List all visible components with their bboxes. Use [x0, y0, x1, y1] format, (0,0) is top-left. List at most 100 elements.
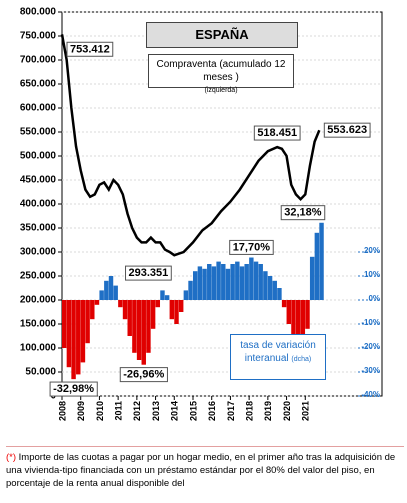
x-tick-label: 2017 — [226, 401, 236, 421]
legend-label: tasa de variación interanual — [240, 340, 316, 364]
y2-tick-label: -20% — [361, 342, 380, 351]
y2-tick-label: -10% — [361, 318, 380, 327]
bar — [211, 266, 217, 300]
y-tick-label: 700.000 — [20, 55, 57, 66]
y-tick-label: 750.000 — [20, 31, 57, 42]
x-tick-label: 2018 — [245, 401, 255, 421]
line — [60, 34, 321, 257]
x-tick-label: 2019 — [263, 401, 273, 421]
bar — [235, 261, 240, 300]
footnote-marker: (*) — [6, 452, 17, 463]
bar — [132, 300, 137, 353]
bar — [136, 300, 142, 360]
bar — [160, 290, 165, 300]
y2-tick-label: 0% — [368, 294, 380, 303]
bar — [85, 300, 90, 344]
data-label-box — [229, 239, 274, 255]
data-label: 753.412 — [70, 43, 110, 55]
x-tick-label: 2010 — [95, 401, 105, 421]
bar — [267, 276, 273, 300]
bar — [314, 232, 320, 300]
data-label-box — [66, 41, 114, 57]
bar — [71, 300, 76, 380]
bar — [188, 280, 193, 300]
data-label: -26,96% — [123, 369, 164, 381]
y-tick-label: 600.000 — [20, 103, 57, 114]
data-label-group: -26,96% — [119, 367, 168, 383]
y-tick-label: 100.000 — [20, 343, 57, 354]
x-tick-label: 2013 — [151, 401, 161, 421]
bar — [272, 280, 277, 300]
data-label-group: 553.623 — [323, 122, 371, 138]
y-tick-label: 800.000 — [20, 7, 57, 18]
bar — [244, 264, 249, 300]
y2-tick-label: -30% — [361, 366, 380, 375]
bar — [66, 300, 72, 368]
bar — [197, 266, 203, 300]
legend-bar: tasa de variación interanual (dcha) — [230, 334, 326, 380]
legend-note: (dcha) — [291, 356, 312, 363]
data-label-group: 518.451 — [253, 125, 301, 141]
data-label-group: 293.351 — [125, 265, 172, 281]
bar — [305, 300, 310, 329]
data-label: 553.623 — [327, 124, 367, 136]
legend-note: (izquierda) — [204, 87, 238, 94]
bar — [141, 300, 146, 365]
bar — [108, 276, 114, 300]
data-label: 32,18% — [284, 207, 322, 219]
bar — [150, 300, 156, 329]
data-label: 17,70% — [233, 241, 271, 253]
bar — [300, 300, 306, 346]
y-tick-label: 50.000 — [25, 367, 56, 378]
data-label-box — [323, 122, 371, 138]
legend-label: Compraventa (acumulado 12 meses ) — [156, 59, 286, 83]
bar — [258, 264, 263, 300]
footnote-text: Importe de las cuotas a pagar por un hog… — [6, 452, 396, 489]
y-tick-label: 450.000 — [20, 175, 57, 186]
bar — [183, 290, 189, 300]
bar — [207, 264, 212, 300]
bar — [253, 261, 259, 300]
bar — [230, 264, 235, 300]
bar — [239, 266, 245, 300]
x-tick-label: 2008 — [57, 401, 67, 421]
bar — [277, 288, 282, 300]
y-tick-label: 500.000 — [20, 151, 57, 162]
x-tick-label: 2012 — [132, 401, 142, 421]
bar — [221, 264, 226, 300]
x-tick-label: 2021 — [301, 401, 311, 421]
x-tick-label: 2020 — [282, 401, 292, 421]
y-tick-label: 300.000 — [20, 247, 57, 258]
bar — [90, 300, 95, 320]
y2-tick-label: 20% — [364, 246, 380, 255]
bar — [118, 300, 123, 308]
legend-line: Compraventa (acumulado 12 meses ) (izquie… — [148, 54, 294, 94]
y2-tick-label: -40% — [361, 390, 380, 399]
bar — [286, 300, 292, 324]
bar — [127, 300, 132, 336]
y-tick-label: 250.000 — [20, 271, 57, 282]
bar — [263, 271, 268, 300]
data-label-group: -32,98% — [49, 381, 98, 397]
bar — [164, 295, 170, 300]
bar — [291, 300, 296, 344]
bar — [216, 261, 221, 300]
bar — [62, 300, 67, 348]
bar — [122, 300, 128, 320]
x-tick-label: 2011 — [114, 401, 124, 421]
data-label-box — [49, 381, 98, 397]
bar — [281, 300, 287, 308]
bar — [146, 300, 151, 353]
bar — [76, 300, 81, 375]
bar — [169, 300, 175, 320]
y-tick-label: 550.000 — [20, 127, 57, 138]
bar — [104, 280, 109, 300]
data-label: -32,98% — [53, 383, 94, 395]
data-label: 518.451 — [257, 127, 297, 139]
x-tick-label: 2016 — [207, 401, 217, 421]
data-label-group: 32,18% — [280, 205, 326, 221]
data-label-group: 753.412 — [66, 41, 114, 57]
data-label-box — [280, 205, 326, 221]
y-tick-label: 650.000 — [20, 79, 57, 90]
y2-tick-label: 10% — [364, 270, 380, 279]
